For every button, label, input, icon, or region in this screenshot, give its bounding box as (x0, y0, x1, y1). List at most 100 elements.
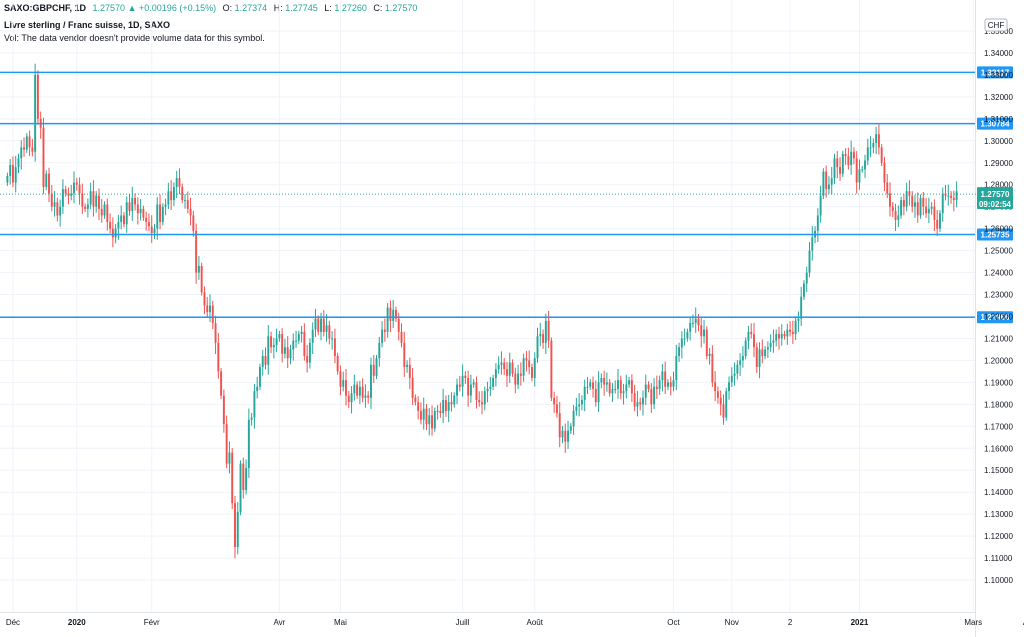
y-tick-label: 1.24000 (984, 269, 1013, 278)
candle (708, 347, 711, 365)
candle (145, 211, 148, 231)
candle (694, 307, 697, 333)
currency-badge[interactable]: CHF (984, 18, 1008, 32)
y-tick-label: 1.33000 (984, 71, 1013, 80)
candle (381, 321, 384, 348)
candle (478, 391, 481, 407)
y-tick-label: 1.25000 (984, 247, 1013, 256)
candle (261, 350, 264, 376)
candle (528, 350, 531, 375)
candle (644, 374, 647, 405)
candle (431, 405, 434, 436)
up-arrow-icon: ▲ (127, 3, 137, 13)
candle (228, 441, 231, 474)
horizontal-line[interactable]: 1.30784 (0, 117, 1013, 130)
candle (802, 280, 805, 301)
candle (414, 394, 417, 406)
symbol-name[interactable]: SAXO:GBPCHF, 1D (4, 3, 87, 13)
horizontal-lines[interactable]: 1.33117 1.30784 1.25735 1.21966 (0, 66, 1013, 324)
symbol-header: SAXO:GBPCHF, 1D 1.27570 ▲ +0.00196 (+0.1… (4, 3, 417, 13)
candle (453, 392, 456, 408)
candle (703, 319, 706, 344)
candle (411, 368, 414, 405)
candle (67, 187, 70, 205)
candle (64, 185, 67, 197)
candle (20, 140, 23, 170)
candle (489, 376, 492, 397)
candle (311, 322, 314, 355)
candle (783, 330, 786, 340)
candle (553, 391, 556, 413)
candle (103, 201, 106, 219)
candle (841, 150, 844, 178)
low-label: L: (324, 3, 332, 13)
candle (550, 337, 553, 402)
price-axis[interactable]: 1.350001.340001.330001.320001.310001.300… (984, 27, 1013, 585)
candle (833, 153, 836, 185)
horizontal-line[interactable]: 1.25735 (0, 228, 1013, 241)
candle (916, 192, 919, 223)
y-tick-label: 1.12000 (984, 532, 1013, 541)
candle (278, 330, 281, 342)
candle (181, 183, 184, 204)
candle (286, 336, 289, 369)
candle (150, 215, 153, 243)
candle (597, 371, 600, 413)
candle (517, 365, 520, 390)
candle (70, 184, 73, 201)
bar-countdown: 09:02:54 (979, 200, 1012, 209)
candle (23, 137, 26, 157)
volume-note: Vol: The data vendor doesn't provide vol… (4, 33, 265, 43)
candle (755, 342, 758, 373)
candle (700, 318, 703, 348)
candle (450, 392, 453, 412)
time-axis[interactable]: Déc 2020 Févr Avr Mai Juill Août Oct Nov 2 2021 Mar… (6, 618, 1024, 627)
candle (242, 457, 245, 499)
candle (375, 354, 378, 380)
candle (753, 322, 755, 358)
candle (394, 306, 397, 322)
candle (100, 198, 103, 223)
horizontal-line[interactable]: 1.33117 (0, 66, 1013, 79)
candle (486, 381, 489, 403)
candle (134, 193, 137, 211)
candle (861, 166, 864, 173)
candle (728, 376, 730, 400)
candle (653, 378, 656, 409)
candle (184, 194, 186, 209)
candle (889, 182, 891, 217)
candle (922, 191, 925, 216)
low-value: 1.27260 (334, 3, 367, 13)
currency-label: CHF (988, 21, 1005, 30)
candle (314, 308, 317, 337)
candle (950, 191, 953, 204)
candle (830, 166, 833, 195)
candle (719, 390, 722, 416)
candle (630, 374, 633, 402)
candle (428, 408, 431, 436)
candle (569, 423, 572, 434)
candle (883, 156, 886, 192)
candle (333, 328, 336, 364)
series-title: Livre sterling / Franc suisse, 1D, SAXO (4, 20, 171, 30)
candle (317, 315, 320, 336)
candle (511, 359, 514, 377)
candle (425, 404, 428, 431)
candle (245, 459, 248, 495)
candle (142, 205, 145, 221)
candle (270, 331, 273, 354)
candle (267, 325, 270, 375)
y-tick-label: 1.29000 (984, 159, 1013, 168)
candle (722, 394, 725, 425)
candle (192, 210, 195, 237)
candle (272, 337, 275, 359)
y-tick-label: 1.16000 (984, 444, 1013, 453)
candle (120, 205, 123, 230)
candle (580, 395, 583, 411)
y-tick-label: 1.14000 (984, 488, 1013, 497)
candle (250, 412, 253, 426)
candle (605, 372, 608, 392)
candle (822, 168, 825, 199)
horizontal-line[interactable]: 1.21966 (0, 311, 1013, 324)
